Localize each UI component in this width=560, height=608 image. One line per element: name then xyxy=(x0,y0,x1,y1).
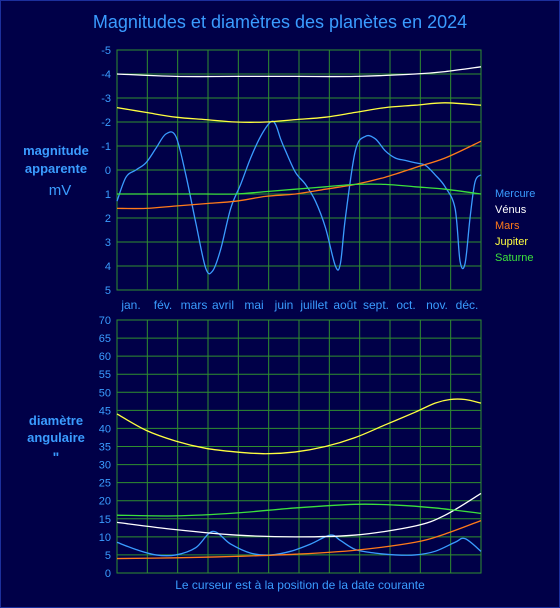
diameter-y-tick-label: 5 xyxy=(105,550,111,562)
diameter-y-tick-label: 40 xyxy=(99,423,111,435)
magnitude-y-tick-label: -2 xyxy=(101,117,111,129)
footer-note: Le curseur est à la position de la date … xyxy=(175,578,425,592)
legend-item: Jupiter xyxy=(495,236,528,248)
magnitude-y-tick-label: 4 xyxy=(105,261,111,273)
magnitude-axis-label-line3: mV xyxy=(48,182,72,199)
magnitude-y-tick-label: -4 xyxy=(101,69,111,81)
month-label: juillet xyxy=(299,298,328,312)
month-label: nov. xyxy=(426,298,448,312)
legend-item: Mercure xyxy=(495,188,535,200)
diameter-series-venus xyxy=(116,492,482,538)
month-label: juin xyxy=(274,298,294,312)
magnitude-series-jupiter xyxy=(116,102,482,123)
diameter-y-tick-label: 35 xyxy=(99,442,111,454)
diameter-y-tick-label: 65 xyxy=(99,333,111,345)
magnitude-y-tick-label: 5 xyxy=(105,285,111,297)
diameter-y-tick-label: 55 xyxy=(99,369,111,381)
month-label: mars xyxy=(181,298,208,312)
diameter-axis-label-line2: angulaire xyxy=(27,430,85,445)
diameter-y-tick-label: 30 xyxy=(99,460,111,472)
diameter-y-tick-label: 70 xyxy=(99,315,111,327)
chart-title: Magnitudes et diamètres des planètes en … xyxy=(92,12,468,32)
month-label: déc. xyxy=(456,298,479,312)
month-label: août xyxy=(333,298,357,312)
month-label: avril xyxy=(212,298,234,312)
legend-item: Saturne xyxy=(495,252,534,264)
diameter-axis-label: diamètre angulaire " xyxy=(14,413,98,465)
month-label: mai xyxy=(244,298,263,312)
diameter-series-jupiter xyxy=(116,398,482,455)
diameter-y-tick-label: 15 xyxy=(99,514,111,526)
magnitude-series-mars xyxy=(116,140,482,210)
month-label: oct. xyxy=(396,298,415,312)
diameter-y-tick-label: 25 xyxy=(99,478,111,490)
magnitude-y-tick-label: -3 xyxy=(101,93,111,105)
magnitude-y-tick-label: 2 xyxy=(105,213,111,225)
legend-item: Mars xyxy=(495,220,520,232)
magnitude-series-mercure xyxy=(116,120,482,275)
month-label: sept. xyxy=(363,298,389,312)
diameter-series-mars xyxy=(116,519,482,560)
magnitude-axis-label: magnitude apparente mV xyxy=(14,143,98,199)
magnitude-series-venus xyxy=(116,66,482,78)
magnitude-series-saturne xyxy=(116,183,482,195)
legend-item: Vénus xyxy=(495,204,527,216)
diameter-y-tick-label: 50 xyxy=(99,387,111,399)
month-label: jan. xyxy=(120,298,140,312)
magnitude-y-tick-label: 0 xyxy=(105,165,111,177)
diameter-axis-label-line3: " xyxy=(52,449,60,465)
diameter-y-tick-label: 60 xyxy=(99,351,111,363)
diameter-y-tick-label: 45 xyxy=(99,405,111,417)
diameter-series-mercure xyxy=(116,530,482,557)
diameter-y-tick-label: 10 xyxy=(99,532,111,544)
magnitude-y-tick-label: 1 xyxy=(105,189,111,201)
diameter-y-tick-label: 0 xyxy=(105,568,111,580)
diameter-series-saturne xyxy=(116,503,482,517)
magnitude-axis-label-line2: apparente xyxy=(24,161,88,176)
magnitude-axis-label-line1: magnitude xyxy=(23,143,89,158)
diameter-plot-area xyxy=(116,319,482,574)
month-label: fév. xyxy=(154,298,172,312)
magnitude-y-tick-label: 3 xyxy=(105,237,111,249)
diameter-axis-label-line1: diamètre xyxy=(28,413,84,428)
magnitude-y-tick-label: -1 xyxy=(101,141,111,153)
diameter-y-tick-label: 20 xyxy=(99,496,111,508)
magnitude-plot-area xyxy=(116,49,482,291)
magnitude-y-tick-label: -5 xyxy=(101,45,111,57)
